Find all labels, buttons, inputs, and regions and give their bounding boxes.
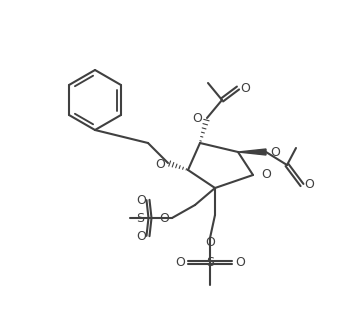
Text: O: O (175, 255, 185, 268)
Text: O: O (304, 179, 314, 192)
Text: O: O (192, 113, 202, 126)
Text: O: O (270, 147, 280, 160)
Text: O: O (205, 237, 215, 250)
Text: O: O (240, 82, 250, 95)
Text: O: O (159, 211, 169, 224)
Polygon shape (238, 149, 266, 155)
Text: O: O (136, 231, 146, 243)
Text: O: O (155, 157, 165, 170)
Text: S: S (206, 256, 214, 269)
Text: O: O (136, 194, 146, 207)
Text: O: O (235, 255, 245, 268)
Text: O: O (261, 169, 271, 181)
Text: S: S (136, 211, 144, 224)
